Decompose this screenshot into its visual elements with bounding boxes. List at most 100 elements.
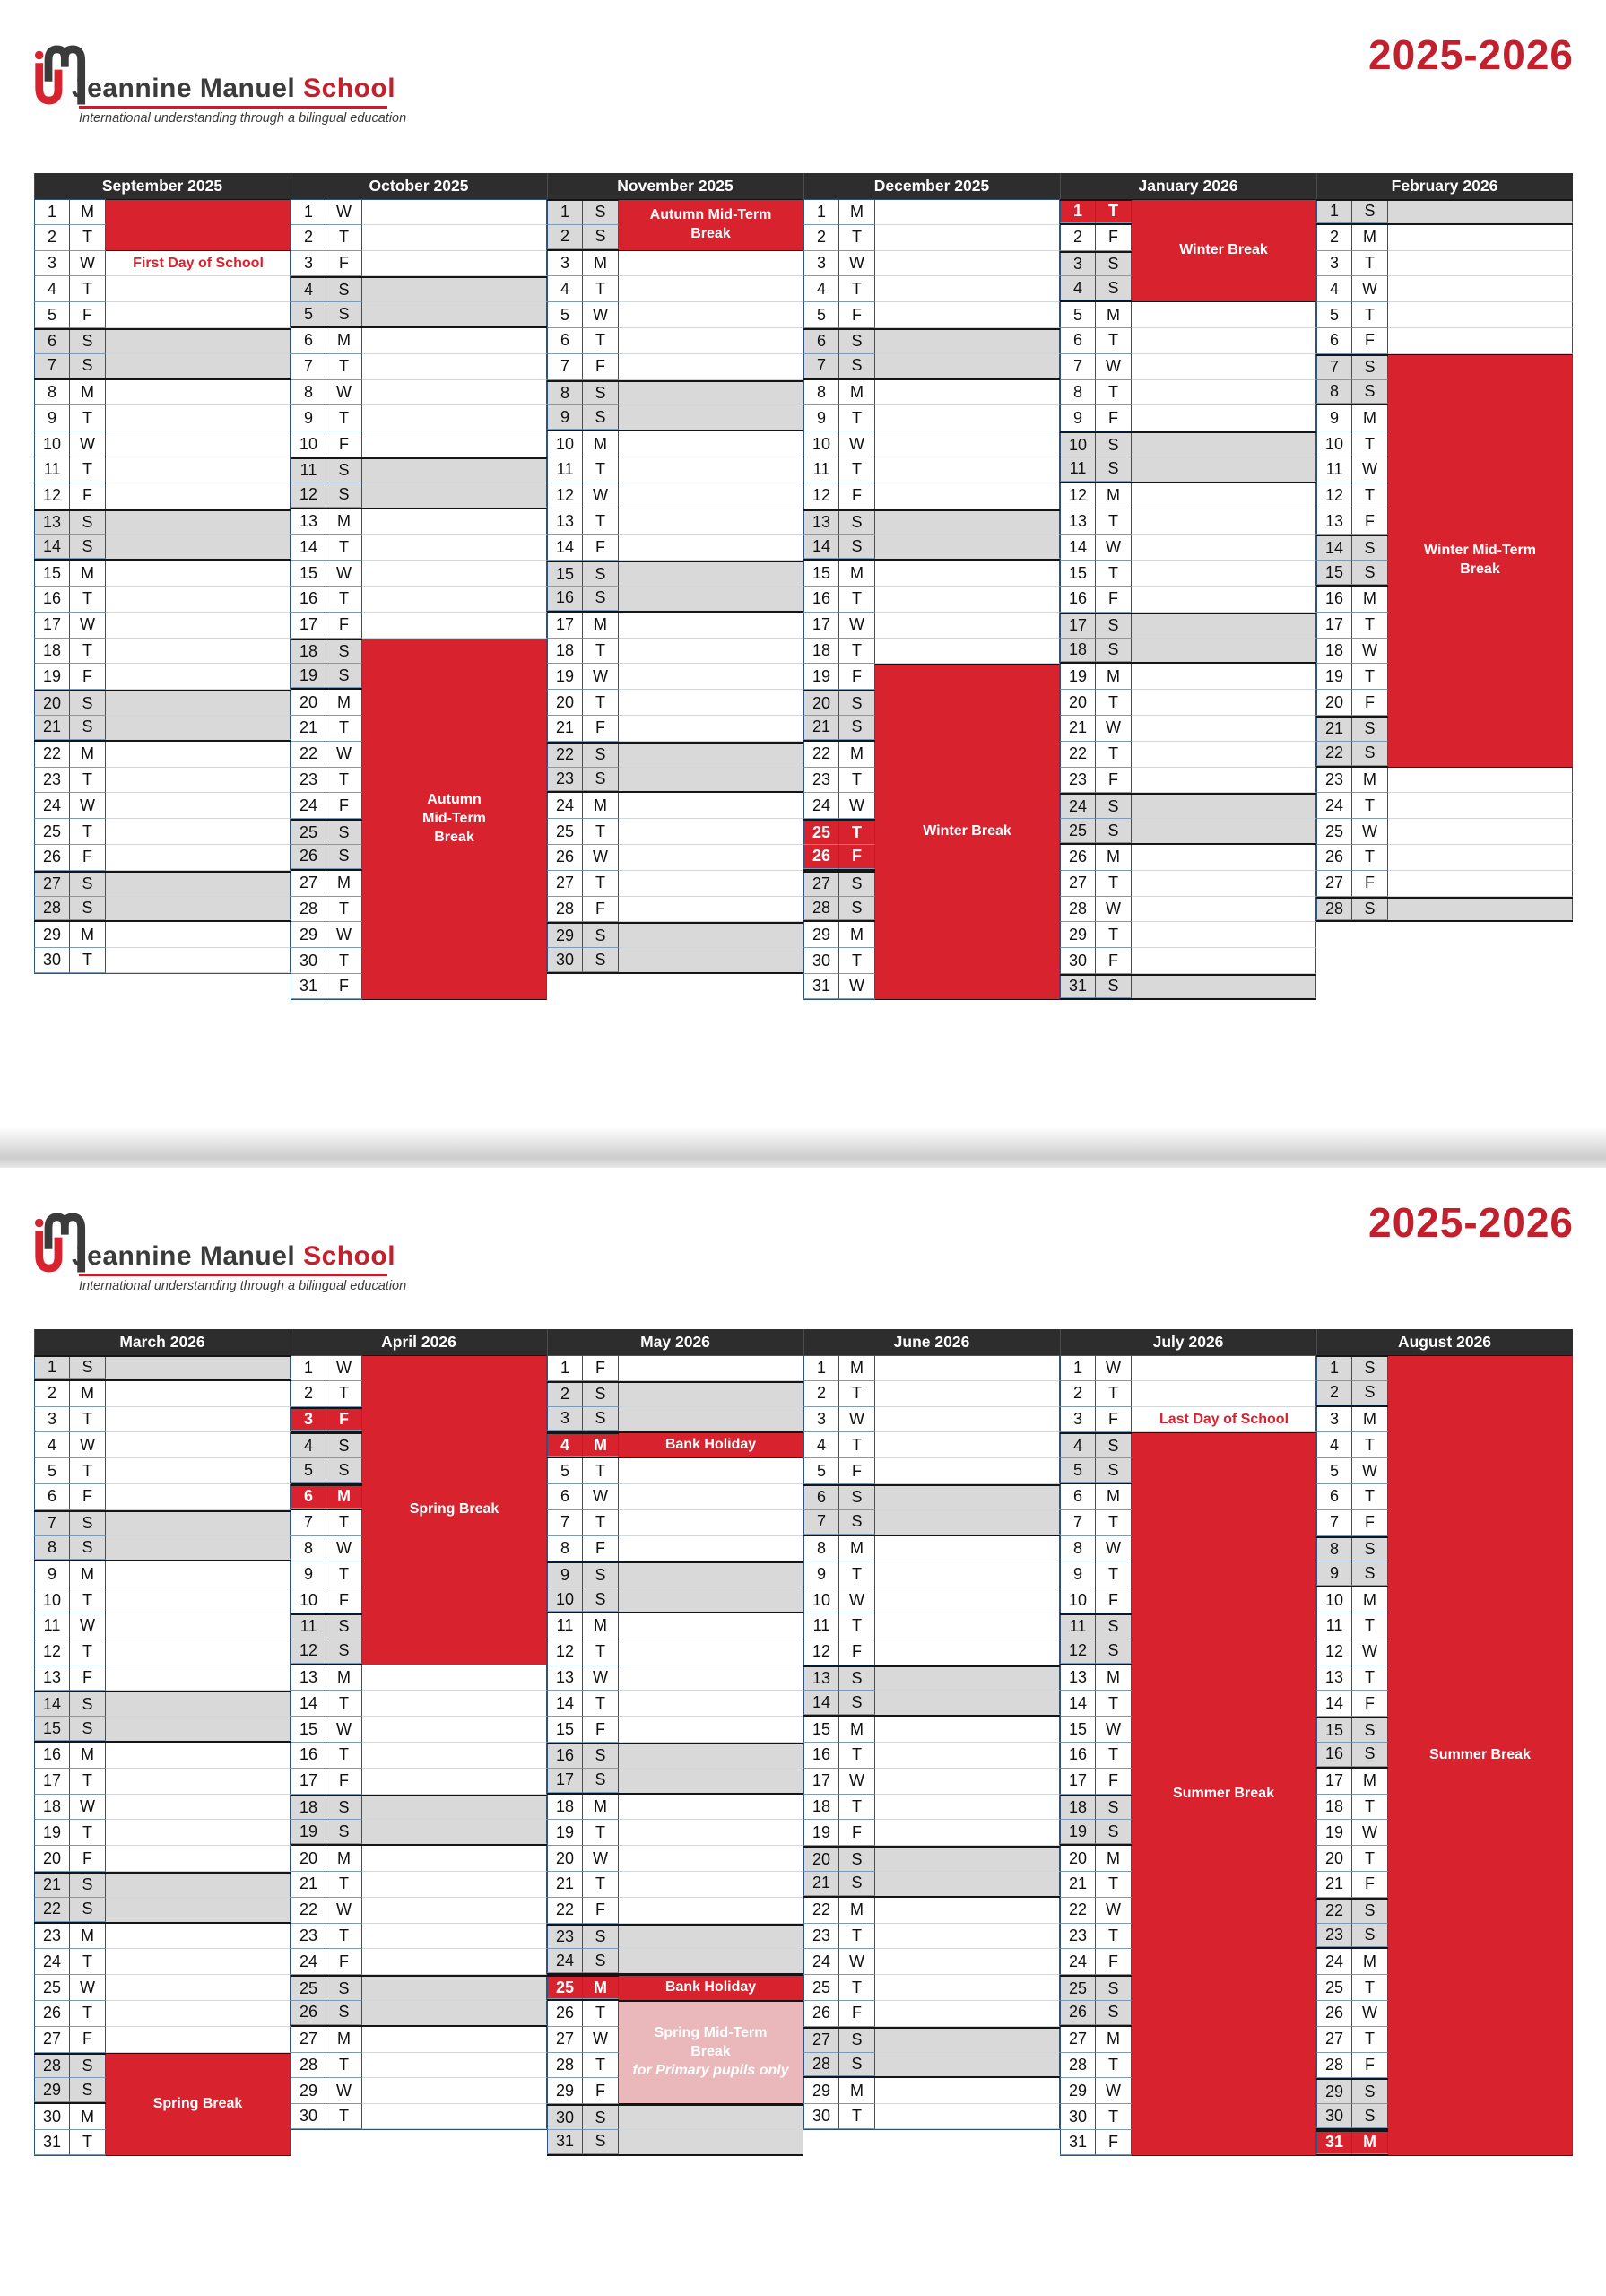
day-number-cell: 27 [291, 2026, 326, 2053]
event-cell [106, 767, 291, 794]
day-number-cell: 8 [547, 1535, 583, 1562]
day-number-cell: 3 [1316, 1406, 1352, 1433]
event-cell [1132, 664, 1316, 691]
event-cell [362, 2104, 547, 2129]
event-cell [362, 509, 547, 535]
day-letter-cell: W [1096, 535, 1132, 561]
month-body: 1 S 2 M 3 T 4 W 5 T 6 F 7 S 8 S 9 M 10 T 11 W 12 T 13 F 14 S 15 S 16 M 1… [1316, 199, 1573, 923]
day-letter-cell: T [1096, 1923, 1132, 1950]
day-number-cell: 22 [1316, 1899, 1352, 1924]
day-number-cell: 2 [1316, 1380, 1352, 1405]
month-header: May 2026 [547, 1329, 803, 1355]
day-number-cell: 8 [1060, 1535, 1096, 1562]
day-row: 17 W [34, 612, 291, 639]
day-row: 16 T [291, 1743, 547, 1769]
day-row: 16 T [34, 587, 291, 613]
event-cell [1132, 795, 1316, 820]
day-letter-cell: T [839, 1432, 875, 1459]
day-number-cell: 26 [1316, 2001, 1352, 2027]
day-row: 30 T [803, 2104, 1060, 2130]
month-august-2026: August 2026 1 S 2 S 3 M 4 T 5 W 6 T 7 F 8 S 9 S 10 M 11 T 12 W 13… [1316, 1329, 1573, 2156]
event-cell [619, 767, 803, 792]
day-row: 15 S [34, 1717, 291, 1743]
brand-underline [79, 106, 387, 109]
event-cell [106, 1692, 291, 1718]
day-number-cell: 28 [803, 2052, 839, 2077]
day-row: 15 F [547, 1717, 803, 1743]
day-letter-cell: W [839, 431, 875, 457]
school-name-red: School [303, 1241, 396, 1271]
day-number-cell: 1 [547, 1356, 583, 1381]
day-letter-cell: S [1352, 2104, 1388, 2128]
day-number-cell: 12 [803, 1639, 839, 1665]
day-letter-cell: W [1352, 276, 1388, 303]
event-cell [106, 535, 291, 560]
day-number-cell: 23 [1316, 767, 1352, 794]
day-row: 21 T [291, 1872, 547, 1898]
day-number-cell: 28 [34, 896, 70, 921]
day-letter-cell: S [839, 1848, 875, 1872]
event-cell [1132, 457, 1316, 482]
day-number-cell: 30 [547, 948, 583, 972]
event-cell [362, 379, 547, 406]
day-letter-cell: S [326, 1615, 362, 1639]
day-row: 26 T [34, 2001, 291, 2027]
day-number-cell: 20 [291, 690, 326, 716]
event-cell [106, 587, 291, 613]
event-cell [875, 1743, 1060, 1769]
day-letter-cell: M [70, 1561, 106, 1588]
day-letter-cell: S [1096, 1796, 1132, 1821]
event-cell [106, 1613, 291, 1639]
day-letter-cell: T [1352, 1846, 1388, 1872]
day-letter-cell: T [326, 2052, 362, 2079]
day-number-cell: 29 [291, 922, 326, 949]
day-number-cell: 10 [1060, 433, 1096, 457]
day-letter-cell: F [839, 1458, 875, 1484]
day-letter-cell: S [70, 510, 106, 535]
day-row: 14 T [547, 1691, 803, 1718]
day-letter-cell: F [583, 896, 619, 923]
month-header: August 2026 [1316, 1329, 1573, 1355]
day-number-cell: 14 [34, 535, 70, 560]
event-cell [1388, 201, 1573, 223]
day-letter-cell: W [839, 1587, 875, 1613]
day-letter-cell: S [70, 535, 106, 560]
day-number-cell: 27 [1060, 870, 1096, 897]
event-cell [619, 924, 803, 949]
event-cell [619, 1665, 803, 1692]
calendar-table-mar-aug: March 2026 1 S 2 M 3 T 4 W 5 T 6 F 7 S 8 S 9 M 10 T 11 W 12 T 13 F… [34, 1329, 1573, 2156]
day-number-cell: 25 [547, 1977, 583, 1999]
day-number-cell: 19 [547, 664, 583, 691]
day-letter-cell: F [1096, 405, 1132, 432]
day-letter-cell: T [1096, 1509, 1132, 1536]
day-number-cell: 20 [1316, 690, 1352, 716]
event-block-label: Bank Holiday [664, 1979, 757, 1996]
event-cell [875, 561, 1060, 587]
day-number-cell: 7 [1316, 1509, 1352, 1536]
day-row: 16 F [1060, 587, 1316, 613]
event-cell [106, 405, 291, 432]
event-cell [619, 1820, 803, 1847]
event-cell [619, 302, 803, 328]
day-letter-cell: W [326, 922, 362, 949]
day-number-cell: 20 [291, 1846, 326, 1872]
day-letter-cell: W [326, 200, 362, 225]
day-letter-cell: F [839, 845, 875, 869]
day-number-cell: 26 [291, 845, 326, 869]
day-number-cell: 16 [1316, 587, 1352, 613]
day-row: 13 W [547, 1665, 803, 1692]
event-cell [875, 1897, 1060, 1924]
day-letter-cell: S [1352, 561, 1388, 585]
day-letter-cell: W [839, 1768, 875, 1795]
day-number-cell: 15 [1060, 561, 1096, 587]
day-row: 25 W [34, 1975, 291, 2001]
event-cell [106, 1511, 291, 1536]
event-cell [875, 1872, 1060, 1896]
day-letter-cell: F [1096, 1406, 1132, 1433]
